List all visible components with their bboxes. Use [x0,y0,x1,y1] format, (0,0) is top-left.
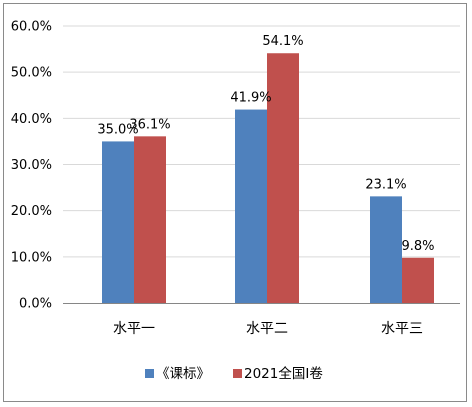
y-tick-label: 0.0% [19,297,52,312]
x-tick-label: 水平一 [113,321,155,337]
bar [370,196,402,303]
data-label: 36.1% [129,117,170,132]
y-tick-label: 10.0% [11,250,52,265]
data-label: 9.8% [401,239,434,254]
legend-swatch [233,369,242,378]
legend-label: 2021全国Ⅰ卷 [244,365,323,382]
y-tick-label: 60.0% [11,20,52,35]
x-tick-label: 水平三 [381,321,423,337]
bar [102,141,134,303]
y-tick-label: 50.0% [11,66,52,81]
y-tick-label: 40.0% [11,112,52,127]
data-label: 54.1% [262,34,303,49]
y-tick-label: 30.0% [11,158,52,173]
legend: 《课标》 2021全国Ⅰ卷 [145,365,323,382]
data-label: 41.9% [230,91,271,106]
data-label: 35.0% [97,122,138,137]
data-labels: 35.0%36.1% 41.9% 54.1% 23.1% 9.8% [97,34,434,254]
y-tick-label: 20.0% [11,204,52,219]
bar [235,109,267,303]
legend-swatch [145,369,154,378]
legend-label: 《课标》 [156,366,210,382]
x-tick-label: 水平二 [246,321,288,337]
bar [267,53,299,303]
bar [134,136,166,303]
bars [102,53,434,303]
y-axis-tick-labels: 0.0% 10.0% 20.0% 30.0% 40.0% 50.0% 60.0% [11,20,52,312]
bar [402,257,434,303]
category-labels: 水平一 水平二 水平三 [113,321,423,337]
data-label: 23.1% [365,177,406,192]
